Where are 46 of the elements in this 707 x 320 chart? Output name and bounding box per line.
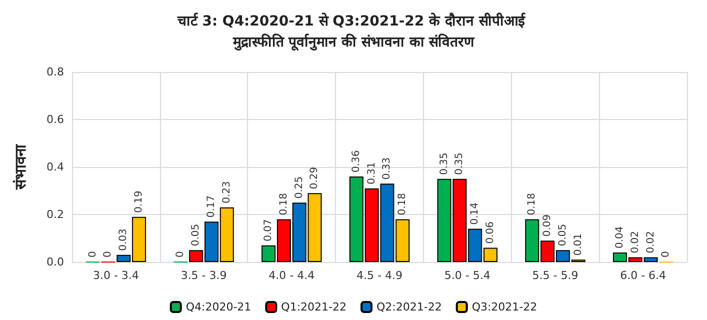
data-label: 0.09	[542, 214, 554, 237]
x-tick-label: 3.0 - 3.4	[92, 269, 139, 282]
y-tick-label: 0.4	[46, 160, 64, 174]
data-label: 0	[102, 251, 114, 258]
data-label: 0.18	[397, 192, 408, 216]
y-tick-label: 0.8	[46, 66, 64, 78]
data-label: 0.01	[572, 233, 584, 256]
data-label: 0.19	[134, 190, 145, 213]
data-label: 0.35	[454, 152, 466, 175]
y-tick-label: 0.0	[46, 256, 64, 268]
data-label: 0.05	[190, 224, 202, 246]
data-label: 0.07	[263, 219, 274, 242]
x-tick-label: 6.0 - 6.4	[620, 269, 666, 282]
x-tick-label: 4.0 - 4.4	[268, 269, 315, 282]
data-label: 0.03	[118, 228, 130, 251]
data-label: 0.36	[350, 150, 362, 172]
data-label: 0.35	[438, 152, 450, 175]
x-tick-label: 3.5 - 3.9	[180, 269, 227, 282]
chart-title: चार्ट 3: Q4:2020-21 से Q3:2021-22 के दौरान सीपीआई मुद्रास्फीति पूर्वानुमान की संभावना का संवितरण	[176, 12, 530, 52]
data-label: 0.04	[614, 226, 626, 248]
legend-label: Q4:2020-21	[186, 300, 252, 314]
legend-label: Q3:2021-22	[472, 300, 538, 314]
data-label: 0.31	[366, 162, 378, 184]
data-label: 0.02	[630, 230, 641, 254]
data-label: 0.14	[470, 202, 481, 225]
data-label: 0	[87, 251, 98, 258]
y-tick-label: 0.2	[46, 208, 64, 221]
x-tick-label: 5.0 - 5.4	[444, 269, 490, 282]
legend-label: Q2:2021-22	[376, 300, 442, 314]
y-tick-label: 0.6	[46, 113, 64, 126]
data-label: 0.06	[484, 221, 496, 244]
y-axis-title: संभावना	[12, 144, 30, 190]
data-label: 0.25	[294, 176, 305, 199]
data-label: 0.02	[645, 230, 656, 254]
data-label: 0.18	[278, 192, 290, 216]
data-label: 0.33	[382, 157, 393, 180]
legend-label: Q1:2021-22	[281, 300, 347, 314]
data-label: 0.17	[206, 195, 217, 218]
data-label: 0	[660, 251, 672, 258]
data-label: 0.29	[309, 166, 320, 190]
data-label: 0	[175, 251, 186, 258]
data-label: 0.18	[526, 192, 538, 216]
x-tick-label: 4.5 - 4.9	[356, 269, 402, 282]
data-label: 0.05	[557, 224, 568, 246]
data-label: 0.23	[221, 181, 232, 204]
x-tick-label: 5.5 - 5.9	[532, 269, 578, 282]
